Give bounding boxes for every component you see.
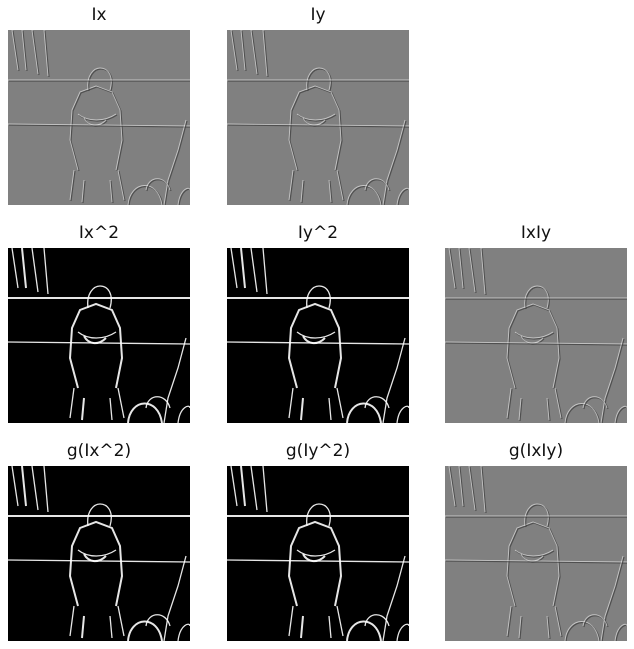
panel-ix: Ix bbox=[8, 0, 190, 213]
panel-title: Ix^2 bbox=[78, 223, 120, 243]
panel-g-ix-squared: g(Ix^2) bbox=[8, 436, 190, 649]
panel-iy-squared: Iy^2 bbox=[227, 218, 409, 431]
gradient-image bbox=[8, 466, 190, 641]
gradient-image bbox=[8, 248, 190, 423]
gradient-image bbox=[227, 30, 409, 205]
gradient-image bbox=[227, 248, 409, 423]
panel-title: Ix bbox=[91, 5, 107, 25]
panel-title: Iy bbox=[310, 5, 326, 25]
panel-title: g(Iy^2) bbox=[285, 441, 351, 461]
panel-g-ixiy: g(IxIy) bbox=[445, 436, 627, 649]
panel-ixiy: IxIy bbox=[445, 218, 627, 431]
panel-g-iy-squared: g(Iy^2) bbox=[227, 436, 409, 649]
gradient-image bbox=[227, 466, 409, 641]
panel-title: IxIy bbox=[520, 223, 552, 243]
panel-title: g(Ix^2) bbox=[66, 441, 132, 461]
gradient-image bbox=[445, 466, 627, 641]
panel-title: g(IxIy) bbox=[508, 441, 564, 461]
gradient-image bbox=[8, 30, 190, 205]
panel-ix-squared: Ix^2 bbox=[8, 218, 190, 431]
panel-title: Iy^2 bbox=[297, 223, 339, 243]
gradient-image bbox=[445, 248, 627, 423]
panel-iy: Iy bbox=[227, 0, 409, 213]
